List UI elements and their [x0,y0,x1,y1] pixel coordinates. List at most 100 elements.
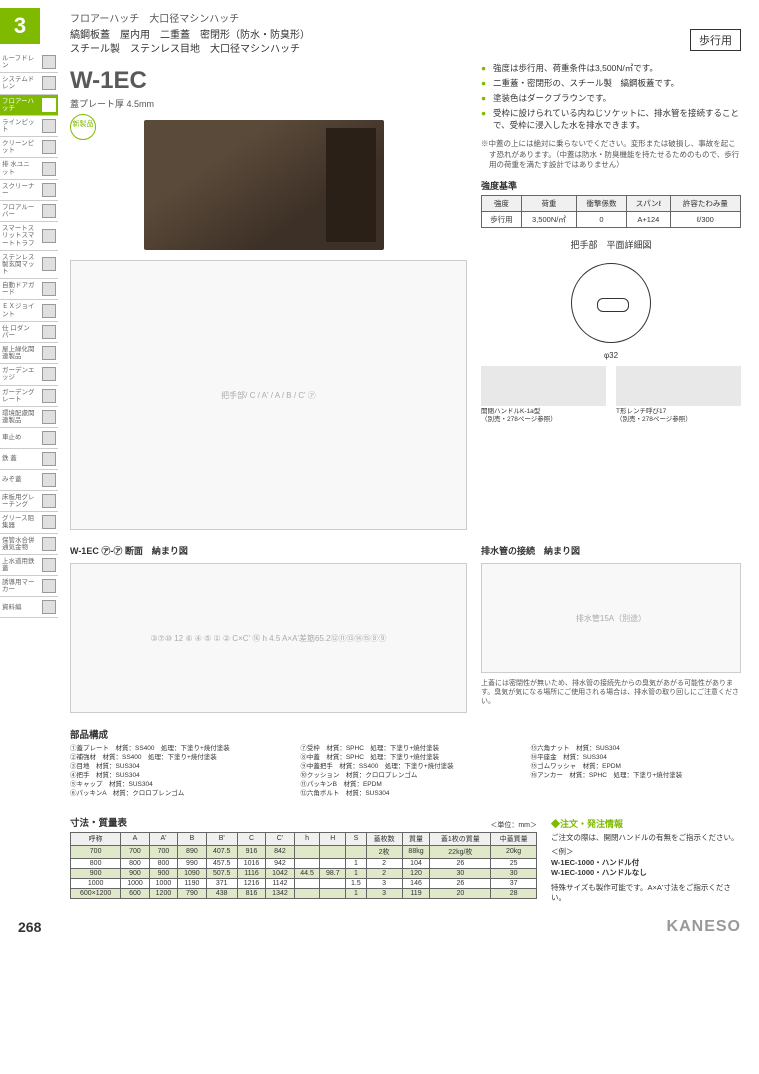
sidebar-item[interactable]: 保管水合併通気金物 [0,534,58,555]
walk-badge: 歩行用 [690,29,741,51]
feature-bullet: 塗装色はダークブラウンです。 [481,93,741,105]
table-row: 600×120060012007904388161342131192028 [71,888,537,898]
sidebar-icon [42,473,56,487]
sidebar-item[interactable]: システムドレン [0,73,58,94]
feature-bullets: 強度は歩行用、荷重条件は3,500N/㎡です。二重蓋・密閉形の、スチール製 縞鋼… [481,63,741,131]
drain-title: 排水管の接続 納まり図 [481,544,741,557]
subtitle-2: スチール製 ステンレス目地 大口径マシンハッチ [70,43,310,57]
feature-bullet: 二重蓋・密閉形の、スチール製 縞鋼板蓋です。 [481,78,741,90]
feature-bullet: 受枠に設けられている内ねじソケットに、排水管を接続することで、受枠に浸入した水を… [481,108,741,132]
parts-list: ①蓋プレート 材質：SS400 処理：下塗り+焼付塗装②補強材 材質：SS400… [70,744,741,799]
sidebar-icon [42,162,56,176]
handle-diagram: φ32 [551,255,671,360]
strength-title: 強度基準 [481,179,741,192]
drain-diagram: 排水管15A（別途） [481,563,741,673]
sidebar-icon [42,537,56,551]
order-special: 特殊サイズも製作可能です。A×A'寸法をご指示ください。 [551,883,741,904]
tool-wrench: T形レンチ呼び17（別売・278ページ参照） [616,366,741,424]
sidebar-item[interactable]: 資料編 [0,597,58,618]
sidebar-item[interactable]: 自動ドアガード [0,279,58,300]
sidebar-item[interactable]: 屋上緑化関連製品 [0,343,58,364]
plate-thickness: 蓋プレート厚 4.5mm [70,97,467,110]
handle-detail-title: 把手部 平面詳細図 [481,238,741,251]
sidebar-icon [42,558,56,572]
sidebar-icon [42,410,56,424]
sidebar-icon [42,282,56,296]
sidebar-item[interactable]: ステンレス製玄関マット [0,251,58,279]
sidebar-icon [42,600,56,614]
sidebar: 3 ルーフドレンシステムドレンフロアーハッチラインピットクリーンピット排 水ユニ… [0,0,58,912]
sidebar-item[interactable]: 誘導用マーカー [0,576,58,597]
product-photo [144,120,384,250]
sidebar-icon [42,325,56,339]
order-example-label: ＜例＞ [551,847,741,858]
sidebar-item[interactable]: 床板用グレーチング [0,491,58,512]
handle-k1a-image [481,366,606,406]
sidebar-item[interactable]: ラインピット [0,116,58,137]
sidebar-icon [42,98,56,112]
parts-title: 部品構成 [70,727,741,741]
sidebar-item[interactable]: スマートスリットスマートトラフ [0,222,58,250]
category-title: フロアーハッチ 大口径マシンハッチ [70,10,741,25]
page-footer: 268 KANESO [0,912,759,942]
sidebar-item[interactable]: 排 水ユニット [0,158,58,179]
caution-note: ※中蓋の上には絶対に乗らないでください。変形または破損し、事故を起こす恐れがあり… [481,139,741,171]
sidebar-icon [42,452,56,466]
section-diagram: ③⑦⑩ 12 ⑥ ④ ⑤ ① ② C×C' ⑯ h 4.5 A×A' 差筋 65… [70,563,467,713]
sidebar-icon [42,515,56,529]
order-text: ご注文の際は、開閉ハンドルの有無をご指示ください。 [551,833,741,844]
sidebar-icon [42,229,56,243]
chapter-tab: 3 [0,8,40,44]
table-row: 700700700890407.59168422枚88kg22kg/枚20kg [71,845,537,858]
page-number: 268 [18,919,41,935]
tool-handle: 開閉ハンドルK-1a型（別売・278ページ参照） [481,366,606,424]
sidebar-item[interactable]: みぞ蓋 [0,470,58,491]
table-row: 9009009001090507.51116104244.598.7121203… [71,868,537,878]
order-info-title: 注文・発注情報 [551,817,741,830]
sidebar-item[interactable]: 上水道用鉄 蓋 [0,555,58,576]
unit-label: ＜単位：mm＞ [490,820,537,830]
table-row: 800800800990457.51016942121042625 [71,858,537,868]
new-product-badge: 新製品 [70,114,96,140]
sidebar-item[interactable]: 仕 口ダンパー [0,322,58,343]
strength-table: 強度荷重衝撃係数スパンℓ許容たわみ量 歩行用3,500N/㎡0A+124ℓ/30… [481,195,741,228]
sidebar-icon [42,346,56,360]
dim-title: 寸法・質量表 [70,815,537,829]
sidebar-icon [42,367,56,381]
sidebar-icon [42,55,56,69]
sidebar-item[interactable]: フロアーハッチ [0,95,58,116]
sidebar-icon [42,389,56,403]
sidebar-item[interactable]: クリーンピット [0,137,58,158]
sidebar-item[interactable]: ＥＸジョイント [0,300,58,321]
sidebar-item[interactable]: ルーフドレン [0,52,58,73]
order-example-1: W-1EC-1000・ハンドル付 [551,858,741,869]
sidebar-item[interactable]: スクリーナー [0,180,58,201]
sidebar-item[interactable]: 環境配慮関連製品 [0,407,58,428]
sidebar-icon [42,304,56,318]
sidebar-icon [42,140,56,154]
sidebar-icon [42,204,56,218]
product-code: W-1EC [70,67,467,95]
sidebar-item[interactable]: グリース阻集器 [0,512,58,533]
sidebar-icon [42,431,56,445]
sidebar-icon [42,494,56,508]
sidebar-item[interactable]: 車止め [0,428,58,449]
sidebar-item[interactable]: 鉄 蓋 [0,449,58,470]
brand-logo: KANESO [667,918,741,936]
sidebar-item[interactable]: ガーデングレート [0,386,58,407]
t-wrench-image [616,366,741,406]
table-row: 1000100010001190371121611421.531462637 [71,878,537,888]
drain-note: 上蓋には密閉性が無いため、排水管の接続先からの臭気があがる可能性があります。臭気… [481,679,741,706]
sidebar-icon [42,183,56,197]
sidebar-icon [42,257,56,271]
main-content: フロアーハッチ 大口径マシンハッチ 縞鋼板蓋 屋内用 二重蓋 密閉形（防水・防臭… [58,0,759,912]
section-view-title: W-1EC ㋐-㋐ 断面 納まり図 [70,544,467,557]
subtitle-1: 縞鋼板蓋 屋内用 二重蓋 密閉形（防水・防臭形） [70,29,310,43]
sidebar-item[interactable]: フロアルーバー [0,201,58,222]
feature-bullet: 強度は歩行用、荷重条件は3,500N/㎡です。 [481,63,741,75]
sidebar-icon [42,579,56,593]
sidebar-item[interactable]: ガーデンエッジ [0,364,58,385]
order-example-2: W-1EC-1000・ハンドルなし [551,868,741,879]
plan-view-diagram: 把手部 / C / A' / A / B / C' ㋐ [70,260,467,530]
dimension-table: 呼称AA'BB'CC'hHS蓋枚数質量蓋1枚の質量中蓋質量 7007007008… [70,832,537,899]
